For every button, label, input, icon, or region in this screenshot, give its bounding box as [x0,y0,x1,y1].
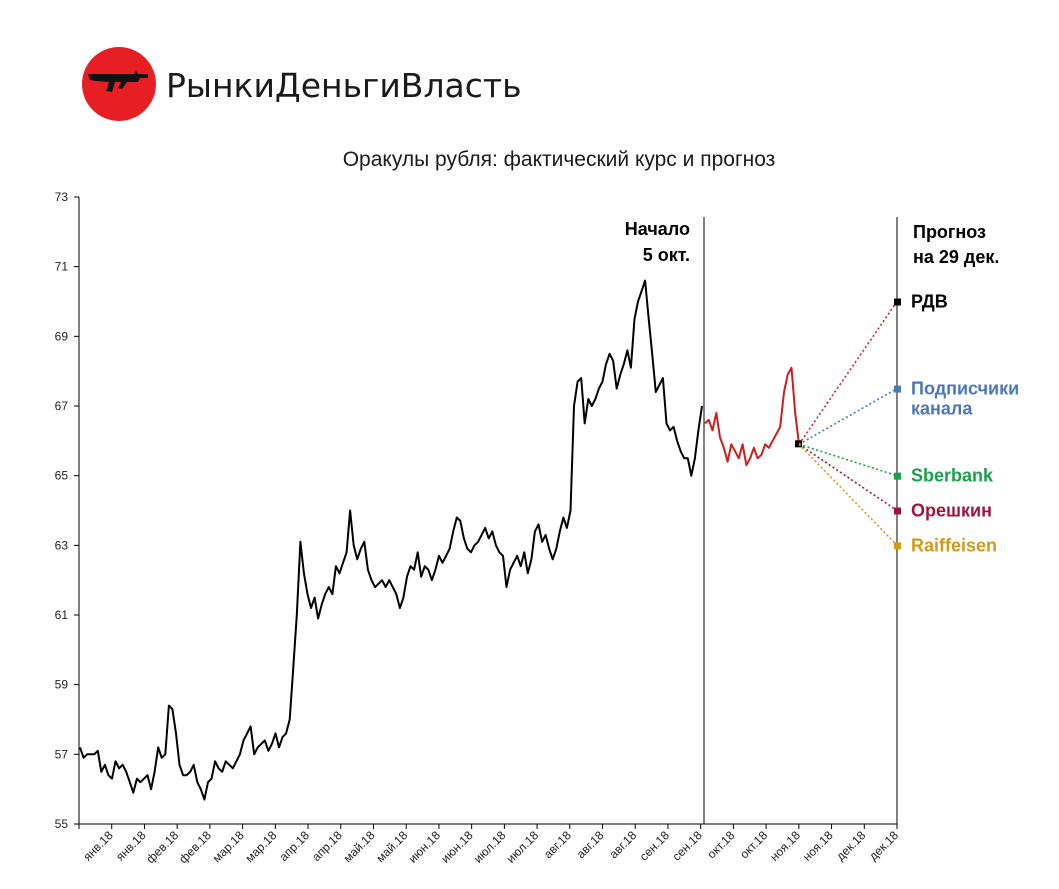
forecast-marker [894,507,901,515]
x-tick-label: ноя.18 [767,828,803,864]
x-tick-label: мар.18 [210,828,247,865]
x-tick-label: янв.18 [80,828,116,864]
y-tick-label: 55 [55,817,69,831]
forecast-label: Sberbank [911,466,994,486]
forecast-line [798,443,898,477]
brand-logo-icon [82,47,156,121]
x-tick-label: фев.18 [176,828,214,866]
x-tick-label: июн.18 [438,828,476,866]
x-tick-label: окт.18 [737,828,770,861]
forecast-label: РДВ [911,292,948,312]
x-tick-label: авг.18 [574,828,607,861]
chart-axes [78,197,897,825]
brand-name: РынкиДеньгиВласть [166,66,522,105]
y-tick-label: 57 [55,747,69,761]
forecast-line [798,443,898,512]
y-tick-label: 73 [55,190,69,204]
y-tick-label: 69 [55,329,69,343]
start-annotation: 5 окт. [643,245,690,265]
forecast-line [798,301,898,445]
forecast-label: Подписчики [911,379,1019,399]
forecast-label: канала [911,399,973,419]
x-tick-label: дек.18 [833,828,868,863]
x-tick-label: мар.18 [242,828,279,865]
chart-vertical-lines [703,217,898,824]
forecast-marker [894,472,901,480]
x-tick-label: май.18 [373,828,410,865]
forecast-marker [894,542,901,550]
x-tick-label: апр.18 [276,828,312,864]
x-tick-label: авг.18 [606,828,639,861]
x-tick-label: авг.18 [541,828,574,861]
forecast-annotation: Прогноз [913,222,986,242]
start-annotation: Начало [625,219,690,239]
y-tick-label: 67 [55,399,69,413]
chart-title: Оракулы рубля: фактический курс и прогно… [343,148,776,171]
x-tick-label: янв.18 [113,828,149,864]
y-tick-label: 63 [55,538,69,552]
actual-rate-line [79,279,703,801]
forecast-line [798,443,898,546]
x-tick-label: фев.18 [143,828,181,866]
x-tick-label: сен.18 [669,828,705,864]
y-tick-label: 61 [55,608,69,622]
x-tick-label: дек.18 [866,828,901,863]
forecast-period-line [704,366,800,467]
x-tick-label: сен.18 [637,828,673,864]
forecast-label: Raiffeisen [911,535,997,555]
y-tick-label: 65 [55,469,69,483]
x-tick-label: июл.18 [504,828,542,866]
y-tick-label: 71 [55,260,69,274]
chart-annotations: Начало 5 окт. Прогноз на 29 дек. [625,219,1000,267]
x-tick-label: июн.18 [406,828,444,866]
forecast-line [798,387,898,446]
x-tick-label: ноя.18 [800,828,836,864]
forecast-marker [894,298,901,306]
forecast-label: Орешкин [911,501,992,521]
x-tick-label: апр.18 [309,828,345,864]
chart-ticks: 55575961636567697173янв.18янв.18фев.18фе… [55,190,902,866]
x-tick-label: май.18 [341,828,378,865]
forecast-marker [894,385,901,393]
y-tick-label: 59 [55,678,69,692]
chart-series [79,279,800,801]
forecast-annotation: на 29 дек. [913,247,999,267]
x-tick-label: окт.18 [704,828,737,861]
x-tick-label: июл.18 [471,828,509,866]
